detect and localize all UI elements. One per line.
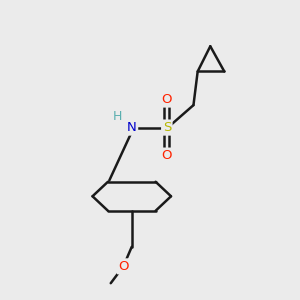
Text: O: O — [118, 260, 129, 273]
Text: S: S — [163, 121, 171, 134]
Text: H: H — [113, 110, 122, 123]
Text: O: O — [162, 149, 172, 162]
Text: N: N — [127, 121, 136, 134]
Text: O: O — [162, 93, 172, 106]
